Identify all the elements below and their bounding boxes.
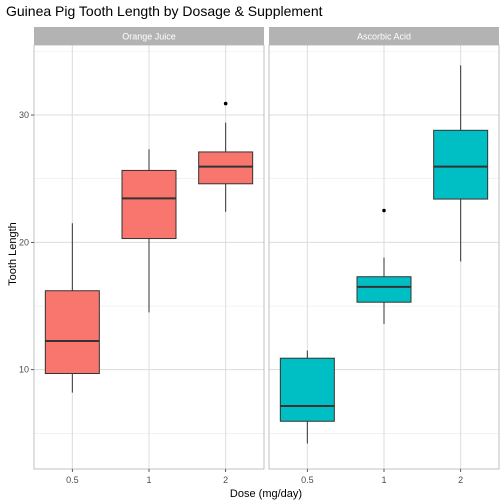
chart-title: Guinea Pig Tooth Length by Dosage & Supp…	[6, 3, 323, 19]
x-axis-title: Dose (mg/day)	[230, 488, 302, 500]
x-tick-label: 2	[223, 475, 228, 485]
iqr-box	[356, 276, 412, 303]
facet-strip-label: Ascorbic Acid	[357, 32, 411, 42]
x-tick-label: 1	[146, 475, 151, 485]
box-2	[198, 101, 254, 212]
box-0.5	[44, 223, 100, 393]
iqr-box	[121, 169, 177, 240]
box-2	[433, 65, 489, 262]
outlier-point	[223, 101, 228, 106]
iqr-box	[44, 290, 100, 375]
facet-panel: Orange Juice 0.5 1 2	[33, 27, 265, 485]
box-0.5	[279, 350, 335, 444]
facet-strip-label: Orange Juice	[122, 32, 176, 42]
facet-panel: Ascorbic Acid 0.5 1 2	[268, 27, 500, 485]
iqr-box	[279, 357, 335, 422]
facet-panels: Orange Juice 0.5 1 2 Ascorbic Acid 0.5 1 2	[33, 27, 500, 485]
outlier-point	[382, 208, 386, 213]
x-tick-label: 0.5	[66, 475, 79, 485]
facet-strip	[34, 27, 264, 45]
iqr-box	[433, 129, 489, 200]
x-tick-label: 2	[458, 475, 463, 485]
iqr-box	[198, 151, 254, 185]
facet-strip	[269, 27, 499, 45]
y-axis-ticks: 10 20 30	[19, 110, 34, 375]
y-axis-title: Tooth Length	[7, 222, 19, 286]
y-tick-label: 10	[19, 365, 29, 375]
box-1	[356, 208, 412, 324]
y-tick-label: 30	[19, 110, 29, 120]
box-1	[121, 149, 177, 313]
y-tick-label: 20	[19, 237, 29, 247]
x-tick-label: 0.5	[301, 475, 314, 485]
x-tick-label: 1	[381, 475, 386, 485]
